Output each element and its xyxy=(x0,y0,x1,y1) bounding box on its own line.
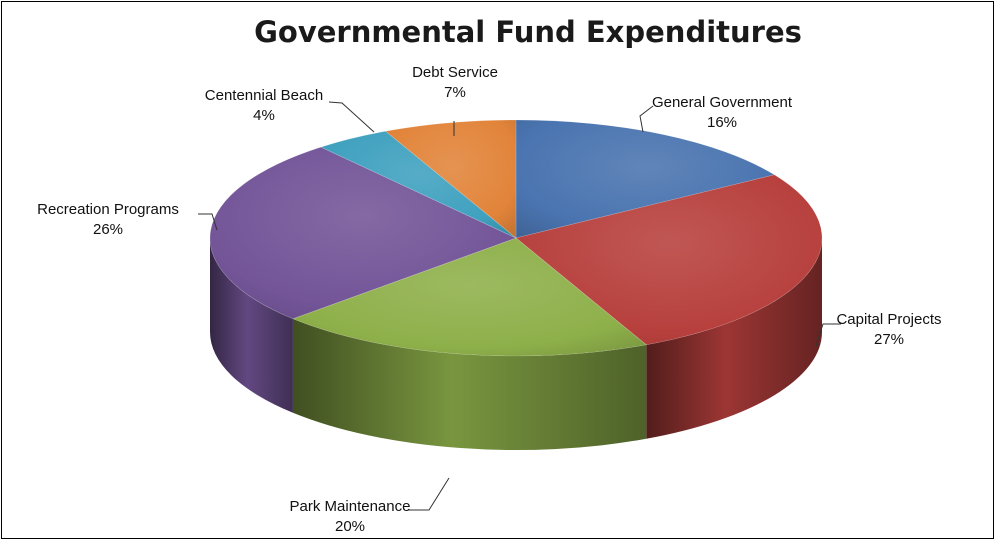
slice-label-capital-projects: Capital Projects xyxy=(836,311,941,328)
leader-line-park-maintenance xyxy=(409,477,450,511)
slice-value-label-capital-projects: 27% xyxy=(874,331,904,348)
slice-label-centennial-beach: Centennial Beach xyxy=(205,87,323,104)
leader-line-capital-projects xyxy=(815,323,841,347)
pie-side-layer xyxy=(210,238,822,451)
leader-line-recreation-programs xyxy=(198,213,218,231)
pie-label-layer: General Government 16% Capital Projects 27%… xyxy=(37,64,941,535)
slice-label-general-government: General Government xyxy=(652,94,793,111)
leader-line-general-government xyxy=(639,105,654,133)
slice-value-label-general-government: 16% xyxy=(707,114,737,131)
chart-title: Governmental Fund Expenditures xyxy=(254,15,802,49)
pie-side-park-maintenance xyxy=(292,318,647,451)
pie-slice-centennial-beach xyxy=(320,130,517,239)
slice-value-label-debt-service: 7% xyxy=(444,84,466,101)
slice-value-label-park-maintenance: 20% xyxy=(335,518,365,535)
pie-slice-recreation-programs xyxy=(209,146,517,320)
pie-slice-general-government xyxy=(515,119,776,239)
pie-side-capital-projects xyxy=(646,238,822,439)
pie-slice-park-maintenance xyxy=(292,237,647,357)
slice-label-debt-service: Debt Service xyxy=(412,64,498,81)
pie-slice-debt-service xyxy=(385,119,517,239)
pie-side-recreation-programs xyxy=(210,238,293,413)
leader-line-centennial-beach xyxy=(328,101,375,133)
slice-label-park-maintenance: Park Maintenance xyxy=(290,498,411,515)
pie-slice-capital-projects xyxy=(515,174,823,346)
slice-value-label-centennial-beach: 4% xyxy=(253,107,275,124)
pie-top-layer xyxy=(209,119,823,357)
slice-value-label-recreation-programs: 26% xyxy=(93,221,123,238)
slice-label-recreation-programs: Recreation Programs xyxy=(37,201,179,218)
